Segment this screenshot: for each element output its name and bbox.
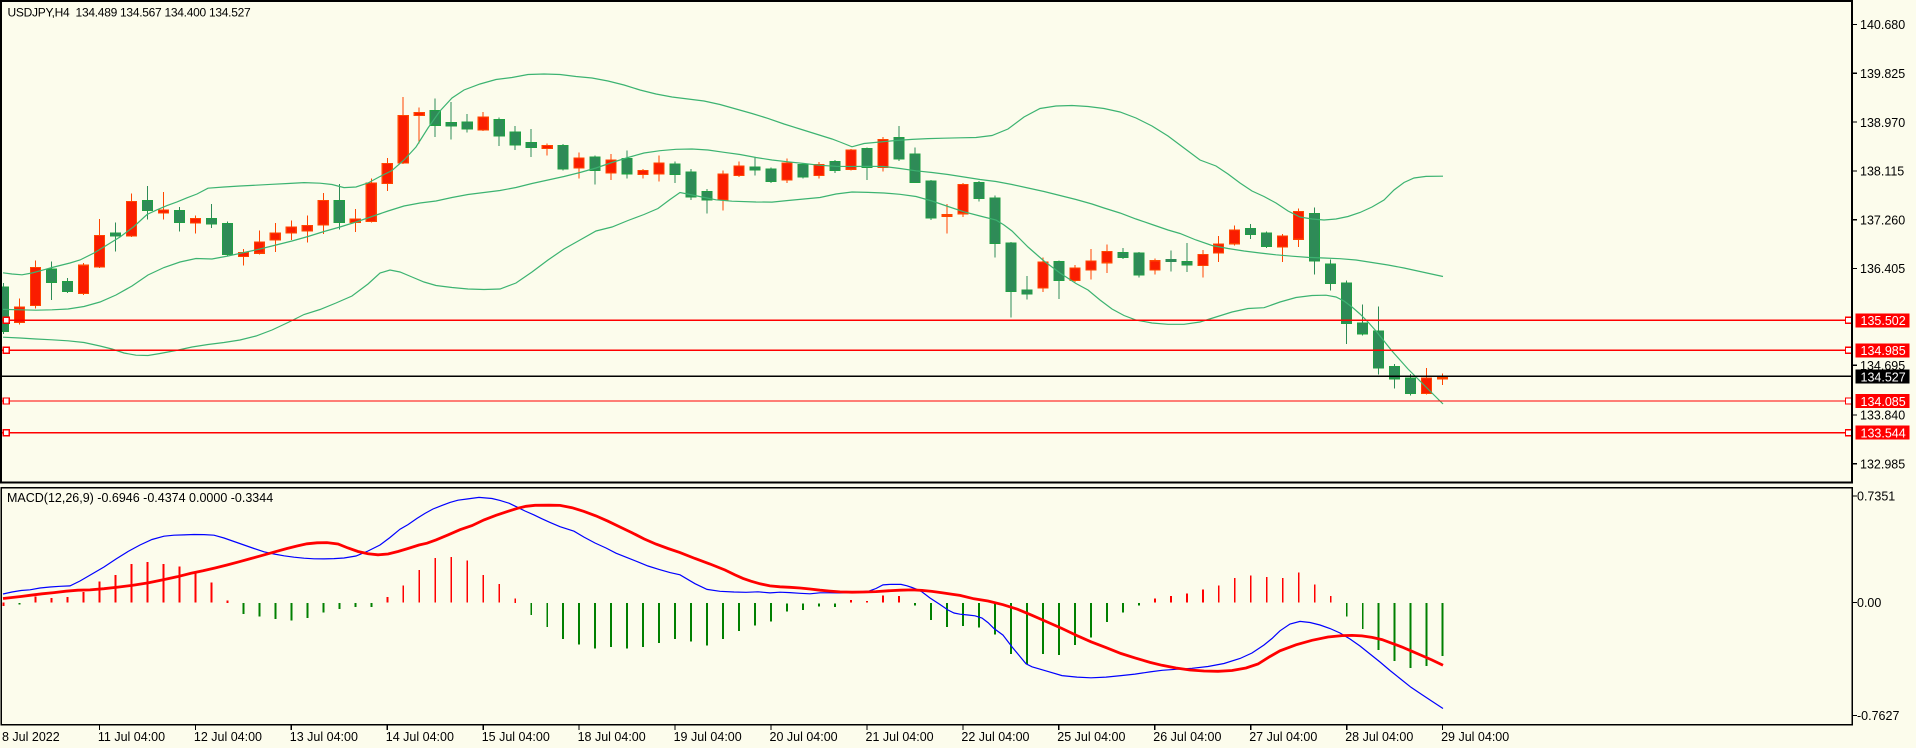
- svg-text:132.985: 132.985: [1860, 458, 1905, 472]
- svg-text:25 Jul 04:00: 25 Jul 04:00: [1057, 730, 1125, 744]
- svg-text:134.085: 134.085: [1861, 395, 1906, 409]
- svg-text:134.695: 134.695: [1860, 359, 1905, 373]
- svg-text:138.970: 138.970: [1860, 116, 1905, 130]
- svg-text:134.985: 134.985: [1861, 344, 1906, 358]
- svg-text:140.680: 140.680: [1860, 18, 1905, 32]
- svg-text:137.260: 137.260: [1860, 213, 1905, 227]
- svg-text:18 Jul 04:00: 18 Jul 04:00: [578, 730, 646, 744]
- svg-text:22 Jul 04:00: 22 Jul 04:00: [961, 730, 1029, 744]
- svg-text:8 Jul 2022: 8 Jul 2022: [2, 730, 60, 744]
- svg-text:27 Jul 04:00: 27 Jul 04:00: [1249, 730, 1317, 744]
- svg-text:139.825: 139.825: [1860, 67, 1905, 81]
- svg-text:136.405: 136.405: [1860, 262, 1905, 276]
- svg-text:11 Jul 04:00: 11 Jul 04:00: [98, 730, 165, 744]
- svg-text:135.502: 135.502: [1861, 314, 1906, 328]
- svg-text:-0.7627: -0.7627: [1857, 709, 1899, 723]
- svg-text:15 Jul 04:00: 15 Jul 04:00: [482, 730, 550, 744]
- svg-text:13 Jul 04:00: 13 Jul 04:00: [290, 730, 358, 744]
- svg-text:21 Jul 04:00: 21 Jul 04:00: [866, 730, 934, 744]
- svg-text:14 Jul 04:00: 14 Jul 04:00: [386, 730, 454, 744]
- svg-text:USDJPY,H4 134.489 134.567 134: USDJPY,H4 134.489 134.567 134.400 134.52…: [8, 5, 251, 19]
- svg-text:20 Jul 04:00: 20 Jul 04:00: [770, 730, 838, 744]
- svg-text:29 Jul 04:00: 29 Jul 04:00: [1441, 730, 1509, 744]
- svg-text:28 Jul 04:00: 28 Jul 04:00: [1345, 730, 1413, 744]
- svg-text:0.7351: 0.7351: [1857, 490, 1895, 504]
- svg-text:0.00: 0.00: [1857, 596, 1881, 610]
- svg-text:26 Jul 04:00: 26 Jul 04:00: [1153, 730, 1221, 744]
- svg-text:134.527: 134.527: [1861, 371, 1906, 385]
- svg-text:19 Jul 04:00: 19 Jul 04:00: [674, 730, 742, 744]
- svg-text:133.840: 133.840: [1860, 409, 1905, 423]
- svg-text:MACD(12,26,9) -0.6946 -0.4374: MACD(12,26,9) -0.6946 -0.4374 0.0000 -0.…: [7, 491, 273, 505]
- svg-text:133.544: 133.544: [1861, 427, 1906, 441]
- svg-text:138.115: 138.115: [1860, 165, 1904, 179]
- svg-text:12 Jul 04:00: 12 Jul 04:00: [194, 730, 262, 744]
